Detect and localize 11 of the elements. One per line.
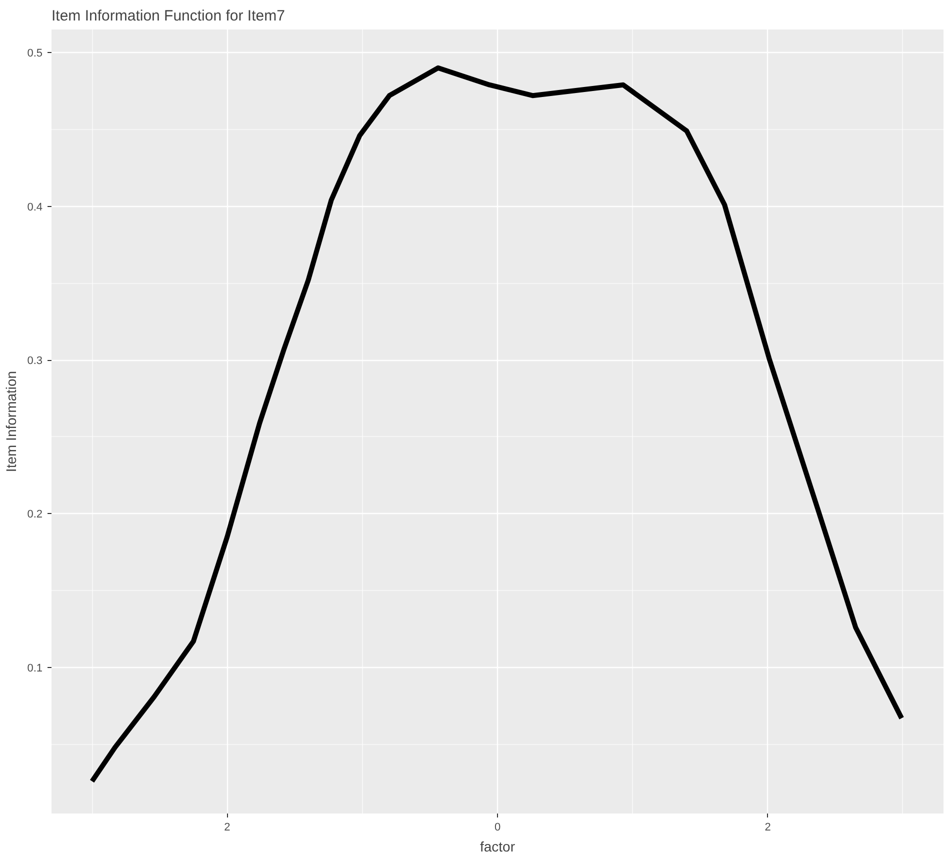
y-tick-label: 0.1 (27, 662, 43, 674)
y-tick-label: 0.4 (27, 201, 43, 214)
x-tick-label: 2 (224, 822, 230, 834)
y-tick-label: 0.3 (27, 355, 43, 368)
y-tick-label: 0.2 (27, 508, 43, 521)
x-tick-label: 0 (494, 822, 501, 834)
y-axis-title: Item Information (3, 370, 20, 472)
x-tick-label: 2 (764, 822, 771, 834)
x-axis-title: factor (480, 838, 516, 854)
y-tick-label: 0.5 (27, 48, 43, 60)
chart-title: Item Information Function for Item7 (52, 8, 285, 24)
